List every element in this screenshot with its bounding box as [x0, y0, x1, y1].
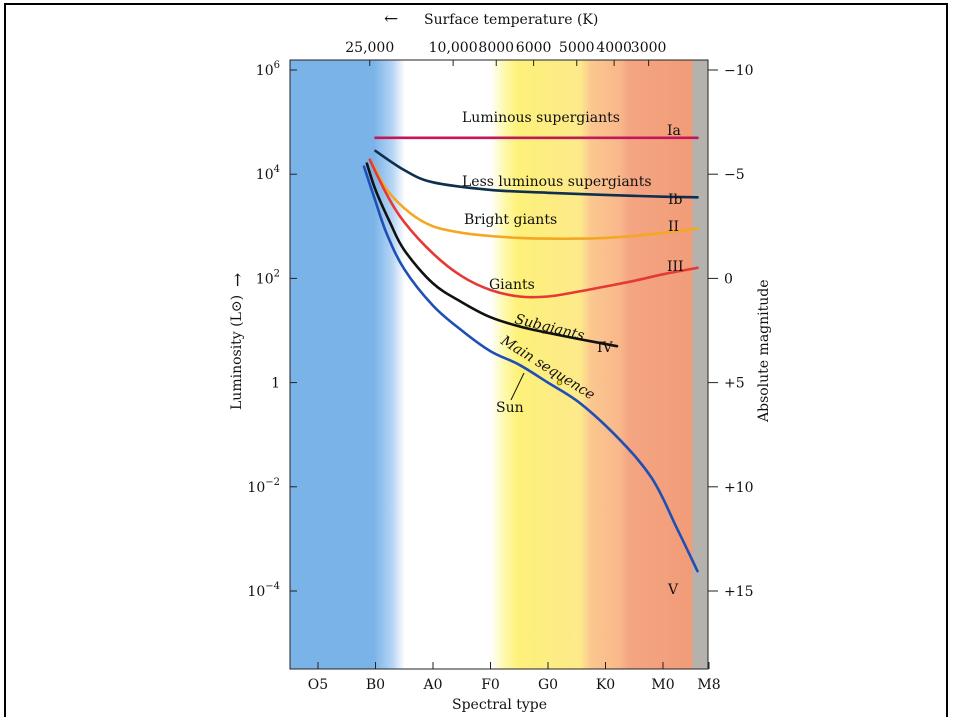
y-tick-label: 104 [256, 164, 280, 183]
x-tick-label: M8 [697, 677, 720, 693]
class-v: V [667, 582, 679, 598]
y2-tick-label: +15 [724, 584, 754, 600]
y2-axis-title: Absolute magnitude [756, 279, 772, 423]
x-tick-label: B0 [366, 677, 385, 693]
y-tick-label: 102 [256, 268, 280, 287]
x-tick-label: G0 [538, 677, 558, 693]
sun-marker [556, 379, 563, 386]
top-tick-label: 25,000 [345, 40, 394, 56]
sun-pointer-line [510, 372, 525, 401]
y2-tick-label: −10 [724, 63, 754, 79]
plot-border [289, 59, 709, 670]
top-tick-label: 3000 [631, 40, 667, 56]
x-axis-title: Spectral type [452, 697, 547, 713]
curve-ii [371, 162, 699, 241]
top-tick-label: 4000 [596, 40, 632, 56]
y-axis-arrow: → [228, 273, 248, 287]
class-ia: Ia [667, 123, 681, 139]
axes: O5 B0 A0 F0 G0 K0 M0 M8 25,000 10,000 8000 6000 5000… [247, 40, 753, 693]
class-iii: III [667, 259, 684, 275]
top-tick-label: 5000 [559, 40, 595, 56]
top-axis-arrow: ← [384, 9, 398, 29]
class-ib: Ib [668, 192, 683, 208]
top-axis-title: Surface temperature (K) [424, 12, 598, 28]
sun-label: Sun [496, 400, 524, 416]
y2-tick-label: −5 [724, 167, 745, 183]
y2-tick-label: 0 [724, 271, 733, 287]
class-ii: II [668, 219, 679, 235]
x-tick-label: K0 [596, 677, 615, 693]
top-tick-label: 6000 [516, 40, 552, 56]
y-tick-label: 10−4 [247, 581, 280, 600]
x-tick-label: F0 [481, 677, 500, 693]
top-tick-label: 10,000 [429, 40, 478, 56]
y2-tick-label: +5 [724, 376, 745, 392]
plot-background [290, 60, 708, 669]
class-iv: IV [597, 340, 614, 356]
top-tick-label: 8000 [478, 40, 514, 56]
y2-tick-label: +10 [724, 480, 754, 496]
y-tick-label: 10−2 [247, 477, 280, 496]
x-tick-label: O5 [308, 677, 328, 693]
x-tick-label: M0 [651, 677, 674, 693]
y-tick-label: 1 [271, 376, 280, 392]
curve-v [362, 165, 699, 573]
label-bright-giants: Bright giants [464, 212, 557, 228]
y-tick-label: 106 [256, 60, 280, 79]
x-tick-label: A0 [422, 677, 442, 693]
curve-iv [365, 162, 619, 348]
curve-ib [374, 149, 699, 199]
curve-iii [368, 158, 699, 299]
label-giants: Giants [489, 277, 535, 293]
luminosity-class-curves [362, 136, 699, 573]
label-luminous-supergiants: Luminous supergiants [462, 110, 620, 126]
y-axis-title: Luminosity (L⊙) [229, 295, 245, 410]
label-less-luminous-supergiants: Less luminous supergiants [462, 174, 652, 190]
